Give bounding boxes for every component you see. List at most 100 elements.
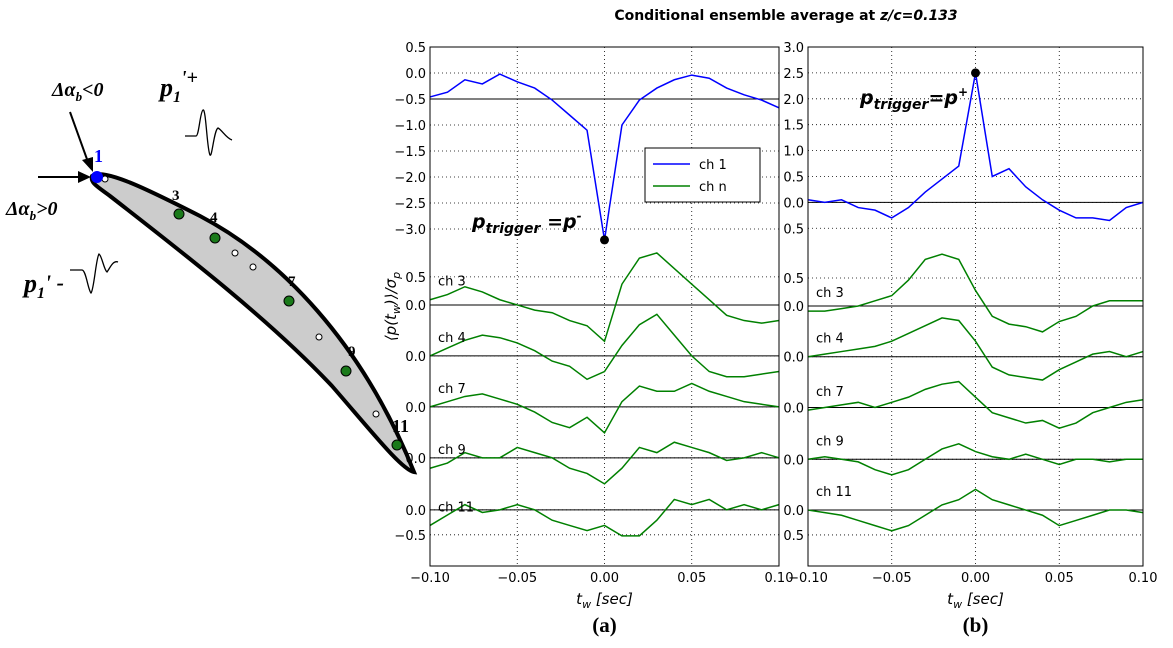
x-tick-label: 0.00 (590, 571, 619, 586)
xl-part: w (953, 598, 962, 611)
x-tick-label: −0.05 (497, 571, 537, 586)
x-axis-label: tw [sec] (576, 590, 633, 611)
sensor (209, 232, 221, 244)
sensor (391, 439, 403, 451)
y-tick-label: 3.0 (783, 41, 804, 56)
panel-label: (b) (963, 613, 989, 637)
alpha-neg-label: Δαb<0 (51, 79, 104, 104)
y-tick-label: 0.5 (405, 41, 426, 56)
ann-part: trigger (486, 221, 542, 237)
legend-label: ch 1 (699, 158, 727, 173)
yl-part: w (390, 305, 403, 314)
y-tick-label: 1.5 (783, 119, 804, 134)
xl-part: [sec] (591, 590, 633, 608)
point-label: 11 (392, 416, 409, 436)
legend-box (644, 147, 761, 203)
ann-part: - (577, 209, 582, 223)
pulse-plus (185, 109, 233, 156)
t: p (158, 73, 173, 102)
ann-part: =p (928, 87, 958, 109)
t: Δα (51, 79, 77, 101)
point-label: 9 (348, 344, 356, 360)
t: p (22, 269, 37, 298)
sensor (173, 208, 185, 220)
y-tick-label: −3.0 (394, 223, 426, 238)
x-tick-label: 0.00 (961, 571, 990, 586)
sensor-dot (315, 333, 323, 341)
t: >0 (36, 198, 57, 220)
t: <0 (82, 79, 103, 101)
x-tick-label: 0.05 (677, 571, 706, 586)
x-tick-label: −0.10 (410, 571, 450, 586)
yl-part: p (390, 272, 403, 280)
series-line (429, 252, 780, 343)
series-line (807, 442, 1143, 476)
title-text: Conditional ensemble average at (614, 8, 880, 24)
series-line (429, 498, 780, 537)
channel-label: ch 7 (816, 385, 844, 400)
channel-label: ch 4 (438, 331, 466, 346)
series-line (807, 380, 1144, 430)
sensor-dot (372, 410, 380, 418)
airfoil-diagram: 1 3 4 7 9 11 Δαb<0 Δαb>0 p1'+ p1' - (5, 67, 418, 475)
sensor (340, 365, 352, 377)
y-tick-label: −2.0 (394, 171, 426, 186)
plot-frame (429, 46, 780, 567)
arrow-head (78, 171, 91, 183)
x-tick-label: 0.10 (1129, 571, 1158, 586)
p-minus-label: p1' - (22, 269, 64, 302)
series-line (429, 441, 780, 485)
t: '+ (181, 67, 198, 89)
point-label: 7 (288, 274, 296, 290)
yl-part: )⟩/σ (382, 278, 400, 306)
y-tick-label: 0.0 (405, 452, 426, 467)
trigger-point (971, 68, 980, 78)
y-tick-label: 0.0 (783, 300, 804, 315)
y-tick-label: 0.0 (783, 402, 804, 417)
sensor (283, 295, 295, 307)
y-axis-label: ⟨p(tw)⟩/σp (382, 272, 403, 341)
y-tick-label: −0.5 (394, 529, 426, 544)
panel-label: (a) (592, 613, 617, 637)
t: b (76, 89, 83, 104)
y-tick-label: 0.0 (783, 504, 804, 519)
t: 1 (173, 89, 181, 106)
pulse-minus (70, 253, 119, 294)
t: b (30, 208, 37, 223)
series-line (807, 488, 1144, 532)
ann-part: p (859, 87, 874, 109)
figure-title: Conditional ensemble average at z/c=0.13… (614, 8, 957, 24)
xl-part: t (576, 590, 583, 608)
y-tick-label: 0.0 (783, 351, 804, 366)
x-tick-label: 0.05 (1045, 571, 1074, 586)
y-tick-label: 1.0 (783, 145, 804, 160)
sensor-1 (91, 171, 103, 183)
channel-label: ch 3 (438, 275, 466, 290)
xl-part: [sec] (962, 590, 1004, 608)
p-plus-label: p1'+ (158, 67, 198, 106)
y-tick-label: −1.5 (394, 145, 426, 160)
y-tick-label: 2.5 (783, 67, 804, 82)
y-tick-label: 0.0 (783, 196, 804, 211)
arrow (69, 111, 89, 163)
legend-label: ch n (699, 180, 727, 195)
arrow-head (82, 157, 93, 172)
yl-part: ⟨p(t (382, 313, 400, 341)
t: Δα (5, 198, 31, 220)
channel-label: ch 9 (438, 443, 466, 458)
channel-label: ch 11 (438, 500, 474, 515)
trigger-annotation: ptrigger=p+ (859, 85, 968, 113)
y-tick-label: 0.0 (405, 401, 426, 416)
title-italic: z/c=0.133 (879, 8, 958, 24)
series-line (807, 317, 1144, 381)
ann-part: p (471, 211, 486, 233)
y-tick-label: 0.5 (405, 271, 426, 286)
y-tick-label: 0.0 (405, 350, 426, 365)
point-label: 1 (94, 146, 103, 166)
series-line (429, 313, 780, 381)
xl-part: t (947, 590, 954, 608)
t: ' - (45, 270, 64, 295)
series-line (429, 382, 780, 435)
y-tick-label: 0.0 (783, 453, 804, 468)
x-tick-label: −0.05 (872, 571, 912, 586)
